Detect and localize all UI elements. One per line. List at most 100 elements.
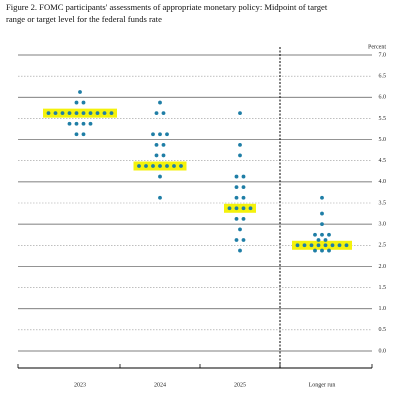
median-highlight (292, 240, 352, 250)
dot (151, 164, 155, 168)
dot (88, 121, 93, 126)
dot (302, 243, 307, 248)
dot (241, 238, 246, 242)
dot (234, 174, 239, 179)
x-tick-label: Longer run (309, 382, 336, 388)
dot (238, 111, 242, 116)
dot (158, 195, 162, 200)
y-tick-label: 3.0 (379, 222, 387, 228)
dot (154, 111, 159, 116)
dot (320, 211, 324, 216)
dot (154, 142, 159, 147)
dot (320, 232, 324, 237)
dot (161, 111, 166, 116)
median-highlight (43, 108, 117, 118)
dot (320, 222, 324, 227)
y-tick-label: 7.0 (379, 52, 387, 58)
y-tick-label: 6.5 (379, 74, 387, 80)
dot (241, 216, 246, 221)
dot (238, 248, 242, 253)
dot (154, 153, 159, 158)
dot (78, 90, 82, 94)
y-tick-label: 3.5 (379, 200, 387, 206)
dot (67, 121, 72, 126)
dot (46, 111, 51, 116)
y-tick-label: 5.0 (379, 137, 387, 143)
dot (238, 153, 242, 158)
dot (227, 206, 232, 211)
dot (74, 100, 79, 105)
dot (158, 164, 162, 168)
dot (179, 164, 183, 168)
y-tick-label: 1.5 (379, 285, 387, 291)
dot (320, 195, 324, 200)
dot (144, 164, 148, 168)
dot (344, 243, 349, 248)
y-tick-label: 1.0 (379, 306, 387, 312)
dot (337, 243, 342, 248)
dot (67, 111, 72, 116)
dot (74, 111, 79, 116)
dot (234, 238, 239, 242)
dot (81, 111, 86, 116)
median-highlight (224, 203, 256, 213)
chart-title: Figure 2. FOMC participants' assessments… (6, 2, 328, 24)
dot (241, 174, 246, 179)
y-tick-label: 4.0 (379, 179, 387, 185)
dot (151, 132, 155, 137)
dot (165, 132, 169, 137)
y-tick-label: 2.5 (379, 243, 387, 249)
y-tick-label: 0.0 (379, 348, 387, 354)
x-tick-label: 2025 (234, 382, 246, 388)
dot (161, 153, 166, 158)
y-axis-label: Percent (368, 44, 386, 50)
dot (234, 185, 239, 190)
dot (95, 111, 100, 116)
dot (137, 164, 141, 168)
x-tick-label: 2024 (154, 382, 166, 388)
dot (81, 100, 86, 105)
dot (327, 248, 331, 253)
y-tick-label: 6.0 (379, 95, 387, 101)
dot (238, 227, 242, 232)
dot (327, 232, 331, 237)
dot (88, 111, 93, 116)
dot (241, 206, 246, 211)
y-tick-label: 5.5 (379, 116, 387, 122)
dot (60, 111, 65, 116)
dot (53, 111, 58, 116)
dot (330, 243, 335, 248)
dot (316, 238, 321, 242)
dot (295, 243, 300, 248)
dot (158, 132, 162, 137)
y-tick-label: 0.5 (379, 327, 387, 333)
dot (109, 111, 114, 116)
dot (316, 243, 321, 248)
dot (81, 132, 86, 137)
dot (320, 248, 324, 253)
dot (172, 164, 176, 168)
y-tick-label: 2.0 (379, 264, 387, 270)
dot (158, 174, 162, 179)
dot (313, 248, 317, 253)
dot (81, 121, 86, 126)
dot (323, 243, 328, 248)
dot (234, 195, 239, 200)
x-tick-label: 2023 (74, 382, 86, 388)
dot (165, 164, 169, 168)
dot (248, 206, 253, 211)
dot (238, 142, 242, 147)
dot (234, 216, 239, 221)
dot (102, 111, 107, 116)
dot (158, 100, 162, 105)
dot (74, 121, 79, 126)
dot (234, 206, 239, 211)
dot (309, 243, 314, 248)
dot (241, 195, 246, 200)
dot (313, 232, 317, 237)
dot (161, 142, 166, 147)
dot (74, 132, 79, 137)
dot (323, 238, 328, 242)
